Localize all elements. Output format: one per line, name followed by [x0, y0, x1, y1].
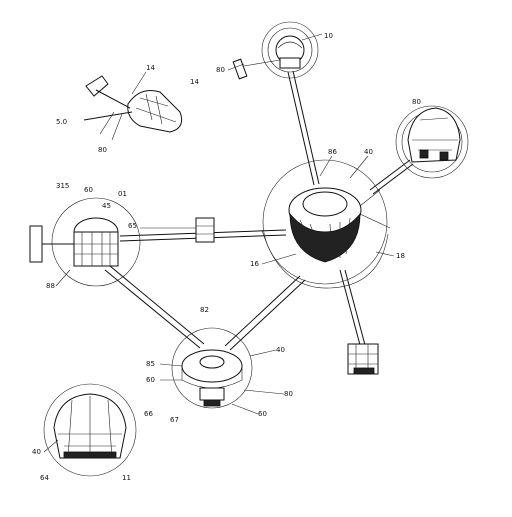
label-315: 315 [56, 182, 69, 190]
label-5.0: 5.0 [56, 118, 67, 126]
label-88: 88 [46, 282, 55, 290]
callout-labels: 14 10 80 14 5.0 80 80 86 40 315 60 01 45… [32, 32, 421, 482]
label-65: 65 [128, 222, 137, 230]
left-module [29, 197, 215, 287]
label-86: 86 [328, 148, 337, 156]
ring-hub [171, 327, 253, 409]
label-45: 45 [102, 202, 111, 210]
leader-lines [43, 63, 395, 453]
label-16: 16 [250, 260, 259, 268]
label-85: 85 [146, 360, 155, 368]
top-pod [232, 21, 323, 80]
label-18: 18 [396, 252, 405, 260]
label-14: 14 [146, 64, 155, 72]
label-14b: 14 [190, 78, 199, 86]
shuttle-craft [83, 75, 183, 141]
bottom-dome [43, 383, 137, 477]
connecting-struts [104, 70, 414, 351]
label-67: 67 [170, 416, 179, 424]
label-60c: 60 [258, 410, 267, 418]
label-60b: 60 [146, 376, 155, 384]
label-40c: 40 [32, 448, 41, 456]
label-82: 82 [200, 306, 209, 314]
label-01: 01 [118, 190, 127, 198]
right-pod [395, 105, 469, 179]
label-64: 64 [40, 474, 49, 482]
label-80-c: 80 [412, 98, 421, 106]
label-10: 10 [324, 32, 333, 40]
label-80-b: 80 [98, 146, 107, 154]
label-66: 66 [144, 410, 153, 418]
label-80d: 80 [284, 390, 293, 398]
label-40b: 40 [276, 346, 285, 354]
label-11: 11 [122, 474, 131, 482]
lander [347, 343, 379, 375]
label-60a: 60 [84, 186, 93, 194]
label-40a: 40 [364, 148, 373, 156]
label-80-top: 80 [216, 66, 225, 74]
central-hub [261, 159, 391, 289]
